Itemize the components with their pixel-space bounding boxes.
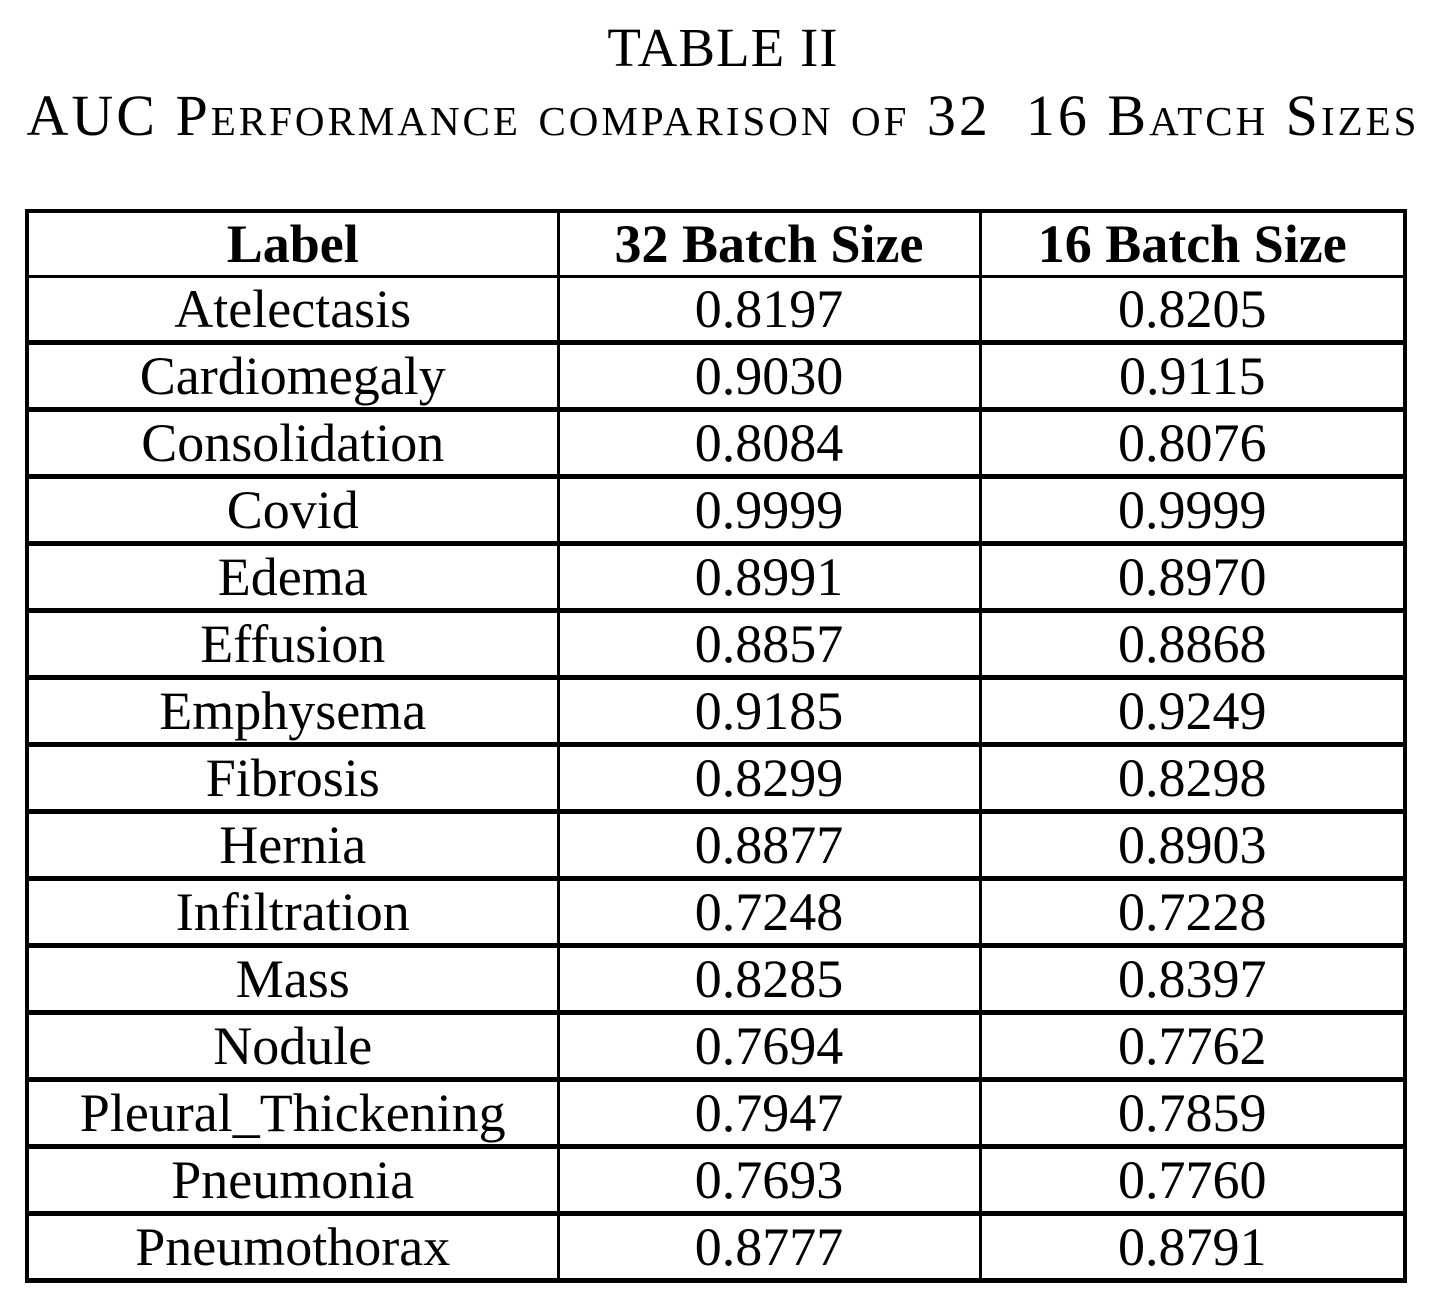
batch32-cell: 0.9185 [556,677,982,745]
batch32-cell: 0.8877 [556,811,982,879]
batch32-cell: 0.7248 [556,878,982,946]
table-row: Consolidation 0.8084 0.8076 [25,409,1407,477]
label-cell: Consolidation [25,409,560,477]
batch32-cell: 0.7693 [556,1146,982,1214]
batch32-cell: 0.7947 [556,1079,982,1147]
label-cell: Effusion [25,610,560,678]
batch16-cell: 0.8076 [978,409,1407,477]
batch16-cell: 0.8903 [978,811,1407,879]
auc-table: Label 32 Batch Size 16 Batch Size Atelec… [25,209,1407,1283]
batch32-cell: 0.9030 [556,342,982,410]
batch32-cell: 0.8285 [556,945,982,1013]
label-cell: Mass [25,945,560,1013]
batch32-cell: 0.8197 [556,276,982,343]
table-number: TABLE II [607,17,839,78]
batch16-cell: 0.8298 [978,744,1407,812]
batch32-cell: 0.9999 [556,476,982,544]
label-cell: Hernia [25,811,560,879]
header-row: Label 32 Batch Size 16 Batch Size [25,211,1407,277]
batch16-cell: 0.9249 [978,677,1407,745]
batch16-cell: 0.8868 [978,610,1407,678]
table-row: Cardiomegaly 0.9030 0.9115 [25,342,1407,410]
auc-table-body: Atelectasis 0.8197 0.8205 Cardiomegaly 0… [25,276,1407,1281]
batch32-cell: 0.7694 [556,1012,982,1080]
label-cell: Cardiomegaly [25,342,560,410]
column-header-label: Label [25,211,560,277]
table-row: Pneumonia 0.7693 0.7760 [25,1146,1407,1214]
batch32-cell: 0.8857 [556,610,982,678]
label-cell: Fibrosis [25,744,560,812]
table-row: Edema 0.8991 0.8970 [25,543,1407,611]
label-cell: Infiltration [25,878,560,946]
label-cell: Covid [25,476,560,544]
label-cell: Nodule [25,1012,560,1080]
table-row: Mass 0.8285 0.8397 [25,945,1407,1013]
table-row: Nodule 0.7694 0.7762 [25,1012,1407,1080]
batch16-cell: 0.7228 [978,878,1407,946]
batch16-cell: 0.7859 [978,1079,1407,1147]
auc-table-header: Label 32 Batch Size 16 Batch Size [25,211,1407,277]
batch16-cell: 0.8791 [978,1213,1407,1281]
column-header-32-batch-size: 32 Batch Size [556,211,982,277]
batch16-cell: 0.8397 [978,945,1407,1013]
batch16-cell: 0.8970 [978,543,1407,611]
label-cell: Pneumonia [25,1146,560,1214]
table-row: Covid 0.9999 0.9999 [25,476,1407,544]
table-row: Emphysema 0.9185 0.9249 [25,677,1407,745]
label-cell: Pleural_Thickening [25,1079,560,1147]
label-cell: Atelectasis [25,276,560,343]
label-cell: Emphysema [25,677,560,745]
table-row: Infiltration 0.7248 0.7228 [25,878,1407,946]
label-cell: Pneumothorax [25,1213,560,1281]
table-row: Fibrosis 0.8299 0.8298 [25,744,1407,812]
label-cell: Edema [25,543,560,611]
table-row: Pleural_Thickening 0.7947 0.7859 [25,1079,1407,1147]
batch16-cell: 0.9999 [978,476,1407,544]
batch16-cell: 0.8205 [978,276,1407,343]
batch16-cell: 0.9115 [978,342,1407,410]
batch32-cell: 0.8084 [556,409,982,477]
table-row: Pneumothorax 0.8777 0.8791 [25,1213,1407,1281]
column-header-16-batch-size: 16 Batch Size [978,211,1407,277]
table-caption: AUC Performance comparison of 32 16 Batc… [26,83,1420,148]
batch16-cell: 0.7762 [978,1012,1407,1080]
table-row: Atelectasis 0.8197 0.8205 [25,276,1407,343]
batch32-cell: 0.8991 [556,543,982,611]
table-row: Effusion 0.8857 0.8868 [25,610,1407,678]
batch32-cell: 0.8299 [556,744,982,812]
batch16-cell: 0.7760 [978,1146,1407,1214]
table-row: Hernia 0.8877 0.8903 [25,811,1407,879]
batch32-cell: 0.8777 [556,1213,982,1281]
